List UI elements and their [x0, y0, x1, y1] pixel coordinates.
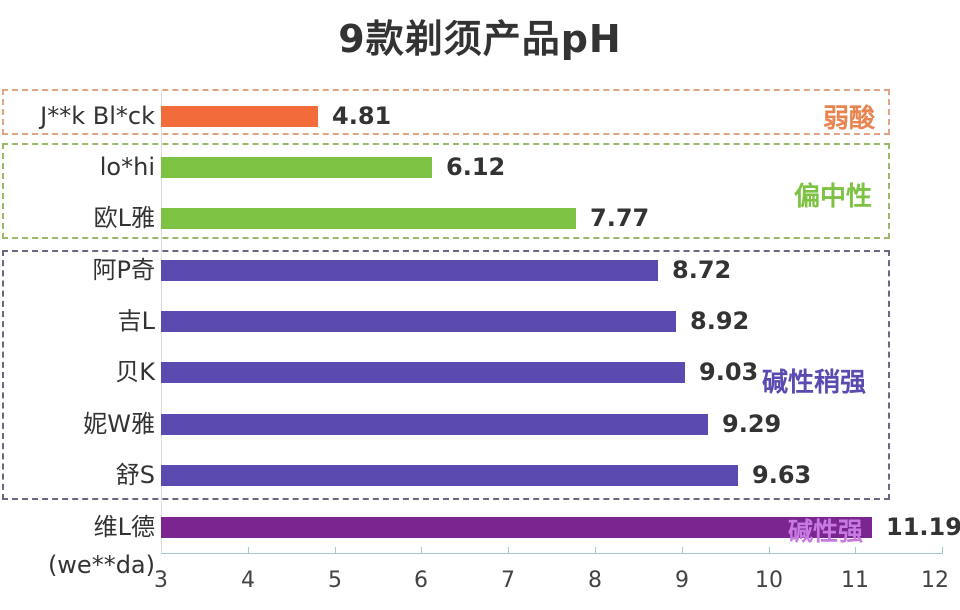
value-label: 4.81 — [332, 102, 392, 130]
value-label: 9.29 — [722, 410, 782, 438]
chart-title: 9款剃须产品pH — [338, 17, 622, 61]
bar-loreal — [161, 208, 576, 229]
group-box-neutral — [2, 143, 890, 239]
group-box-weak-acid — [2, 89, 890, 135]
group-label-alkaline-mild: 碱性稍强 — [762, 368, 867, 398]
x-tick — [595, 547, 596, 554]
value-label: 9.03 — [699, 358, 759, 386]
x-tick — [421, 547, 422, 554]
row-label: 吉L — [117, 307, 155, 335]
x-tick — [248, 547, 249, 554]
x-tick-label: 10 — [755, 568, 783, 593]
value-label: 6.12 — [446, 153, 506, 181]
bar-gillette — [161, 311, 676, 332]
x-tick — [682, 547, 683, 554]
row-label: 贝K — [115, 358, 155, 386]
bar-schick — [161, 465, 738, 486]
bar-nivea — [161, 414, 708, 435]
x-tick-label: 12 — [921, 568, 949, 593]
group-label-neutral: 偏中性 — [794, 182, 873, 212]
bar-jack-black — [161, 106, 318, 127]
x-tick-label: 11 — [841, 568, 869, 593]
x-tick-label: 9 — [675, 568, 689, 593]
group-label-alkaline-strong: 碱性强 — [788, 517, 864, 546]
row-sublabel: (we**da) — [47, 551, 155, 579]
x-axis-line — [161, 553, 942, 554]
x-tick — [942, 547, 943, 554]
value-label: 7.77 — [590, 204, 650, 232]
x-tick — [335, 547, 336, 554]
x-tick — [508, 547, 509, 554]
row-label: 阿P奇 — [92, 256, 155, 284]
x-tick-label: 8 — [588, 568, 602, 593]
x-tick — [769, 547, 770, 554]
value-label: 11.19 — [886, 513, 960, 541]
group-label-weak-acid: 弱酸 — [823, 104, 876, 134]
row-label: 舒S — [115, 461, 155, 489]
x-tick-label: 5 — [328, 568, 342, 593]
x-tick-label: 4 — [241, 568, 255, 593]
x-tick-label: 6 — [414, 568, 428, 593]
bar-apq — [161, 260, 658, 281]
bar-beik — [161, 362, 685, 383]
row-label: 妮W雅 — [83, 410, 155, 438]
row-label: J**k Bl*ck — [40, 102, 155, 130]
x-tick-label: 3 — [154, 568, 168, 593]
bar-lohi — [161, 157, 432, 178]
x-tick — [855, 547, 856, 554]
value-label: 8.92 — [690, 307, 750, 335]
value-label: 8.72 — [672, 256, 732, 284]
bar-weleda — [161, 517, 872, 538]
row-label: 维L德 — [93, 513, 155, 541]
value-label: 9.63 — [752, 461, 812, 489]
row-label: 欧L雅 — [93, 204, 155, 232]
row-label: lo*hi — [99, 153, 155, 181]
x-tick-label: 7 — [501, 568, 515, 593]
group-box-alkaline-mild — [2, 250, 890, 500]
